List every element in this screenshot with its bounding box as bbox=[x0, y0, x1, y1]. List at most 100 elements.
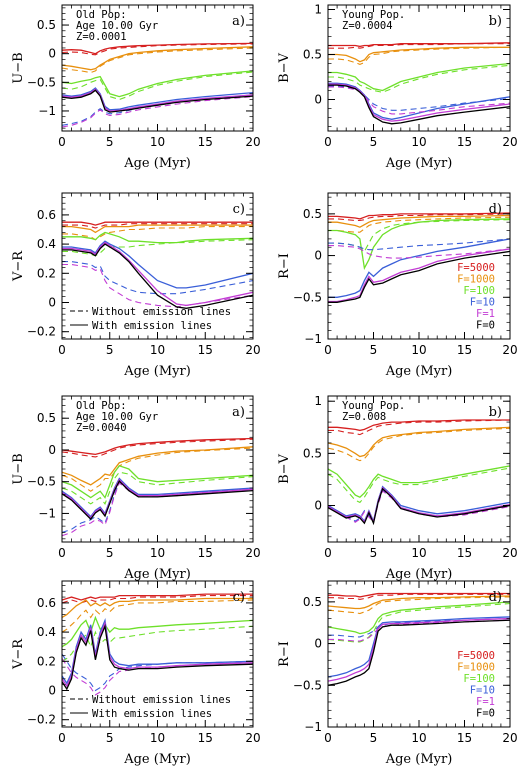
y-tick-label: 0.5 bbox=[303, 595, 322, 609]
series-line-f100-with bbox=[328, 465, 510, 498]
y-tick-label: 0.5 bbox=[303, 446, 322, 460]
panel-label: d) bbox=[489, 202, 502, 217]
x-axis-label: Age (Myr) bbox=[385, 567, 453, 582]
series-line-f1-with bbox=[62, 620, 253, 688]
x-tick-label: 0 bbox=[324, 343, 332, 357]
x-tick-label: 10 bbox=[411, 546, 426, 560]
x-tick-label: 0 bbox=[324, 135, 332, 149]
y-tick-label: 0 bbox=[48, 684, 56, 698]
legend-entry: F=1 bbox=[476, 308, 495, 320]
panel-annotation: Age 10.00 Gyr bbox=[76, 411, 158, 423]
series-line-f10-with bbox=[62, 87, 253, 111]
series-line-f10-with bbox=[328, 238, 510, 298]
y-tick-label: 0.5 bbox=[37, 411, 56, 425]
legend-entry: F=100 bbox=[463, 673, 495, 685]
panel-annotation: Z=0.0004 bbox=[342, 20, 393, 32]
panel-label: a) bbox=[232, 405, 245, 420]
series-line-f1000-with bbox=[328, 46, 510, 63]
legend-without-emission: Without emission lines bbox=[92, 694, 231, 706]
panel-annotation: Z=0.0040 bbox=[76, 422, 127, 434]
series-group bbox=[62, 437, 253, 537]
y-tick-label: −0.2 bbox=[27, 713, 56, 727]
series-line-f1000-with bbox=[62, 597, 253, 619]
legend-entry: F=10 bbox=[470, 297, 495, 309]
series-line-f100-with bbox=[62, 231, 253, 244]
x-tick-label: 0 bbox=[58, 135, 66, 149]
x-axis-label: Age (Myr) bbox=[385, 752, 453, 767]
series-line-f10-without bbox=[328, 238, 510, 251]
series-group bbox=[328, 592, 510, 686]
series-line-f100-with bbox=[328, 218, 510, 271]
y-tick-label: 0 bbox=[314, 249, 322, 263]
series-group bbox=[62, 42, 253, 128]
panel-label: b) bbox=[489, 14, 502, 29]
x-tick-label: 0 bbox=[58, 731, 66, 745]
legend-entry: F=10 bbox=[470, 685, 495, 697]
series-line-f10-with bbox=[62, 617, 253, 685]
panel-p2: 0 5 10 15 20 0 0.5 1 Age (Myr) B−V b) Young Pop.Z=0… bbox=[277, 3, 518, 172]
series-line-f100-without bbox=[328, 64, 510, 93]
series-line-f0-with bbox=[328, 619, 510, 686]
series-line-f0-with bbox=[62, 89, 253, 113]
panel-p5: 0 5 10 15 20 −1 −0.5 0 0.5 Age (Myr) U−B a) Old Pop:… bbox=[11, 395, 261, 582]
x-tick-label: 10 bbox=[411, 731, 426, 745]
series-line-f10-with bbox=[62, 240, 253, 289]
x-tick-label: 15 bbox=[198, 343, 213, 357]
y-tick-label: −0.5 bbox=[293, 290, 322, 304]
series-line-f1000-without bbox=[328, 427, 510, 462]
legend-entry: F=0 bbox=[476, 708, 495, 720]
x-tick-label: 20 bbox=[245, 343, 260, 357]
series-line-f0-with bbox=[62, 480, 253, 521]
x-axis-label: Age (Myr) bbox=[123, 364, 191, 379]
series-line-f5000-with bbox=[62, 221, 253, 226]
panel-label: d) bbox=[489, 590, 502, 605]
x-tick-label: 0 bbox=[324, 546, 332, 560]
y-tick-label: 1 bbox=[314, 3, 322, 17]
series-line-f1000-with bbox=[328, 214, 510, 228]
x-tick-label: 5 bbox=[106, 135, 114, 149]
x-tick-label: 20 bbox=[245, 135, 260, 149]
series-line-f1-with bbox=[328, 617, 510, 682]
x-tick-label: 15 bbox=[457, 135, 472, 149]
x-axis-label: Age (Myr) bbox=[123, 752, 191, 767]
series-line-f100-with bbox=[62, 465, 253, 499]
series-line-f5000-without bbox=[62, 595, 253, 604]
y-axis-label: B−V bbox=[277, 52, 292, 82]
y-tick-label: 0.6 bbox=[37, 596, 56, 610]
y-tick-label: 0.5 bbox=[303, 48, 322, 62]
series-line-f1-without bbox=[62, 96, 253, 128]
y-tick-label: 0.4 bbox=[37, 237, 56, 251]
panel-label: c) bbox=[233, 590, 245, 605]
panel-annotation: Old Pop: bbox=[76, 9, 127, 21]
series-line-f100-with bbox=[62, 70, 253, 98]
series-line-f1000-with bbox=[62, 446, 253, 486]
legend-with-emission: With emission lines bbox=[92, 708, 212, 720]
x-tick-label: 5 bbox=[370, 546, 378, 560]
series-line-f5000-without bbox=[62, 223, 253, 229]
series-line-f5000-without bbox=[328, 593, 510, 600]
series-line-f5000-without bbox=[62, 43, 253, 56]
y-tick-label: 0 bbox=[48, 47, 56, 61]
series-group bbox=[62, 593, 253, 696]
panel-annotation: Young Pop. bbox=[342, 9, 405, 21]
panel-annotation: Young Pop. bbox=[342, 400, 405, 412]
y-axis-label: B−V bbox=[277, 453, 292, 483]
series-line-f10-with bbox=[328, 616, 510, 678]
series-line-f1000-with bbox=[62, 46, 253, 71]
x-tick-label: 5 bbox=[106, 546, 114, 560]
y-tick-label: −0.5 bbox=[293, 678, 322, 692]
x-tick-label: 20 bbox=[502, 731, 517, 745]
y-tick-label: −0.2 bbox=[27, 325, 56, 339]
legend-entry: F=100 bbox=[463, 285, 495, 297]
legend-with-emission: With emission lines bbox=[92, 320, 212, 332]
series-line-f100-without bbox=[328, 467, 510, 504]
series-line-f100-without bbox=[62, 471, 253, 506]
panel-label: a) bbox=[232, 14, 245, 29]
series-line-f100-with bbox=[328, 601, 510, 635]
panel-label: b) bbox=[489, 405, 502, 420]
series-line-f1-with bbox=[62, 88, 253, 112]
x-axis-label: Age (Myr) bbox=[385, 156, 453, 171]
